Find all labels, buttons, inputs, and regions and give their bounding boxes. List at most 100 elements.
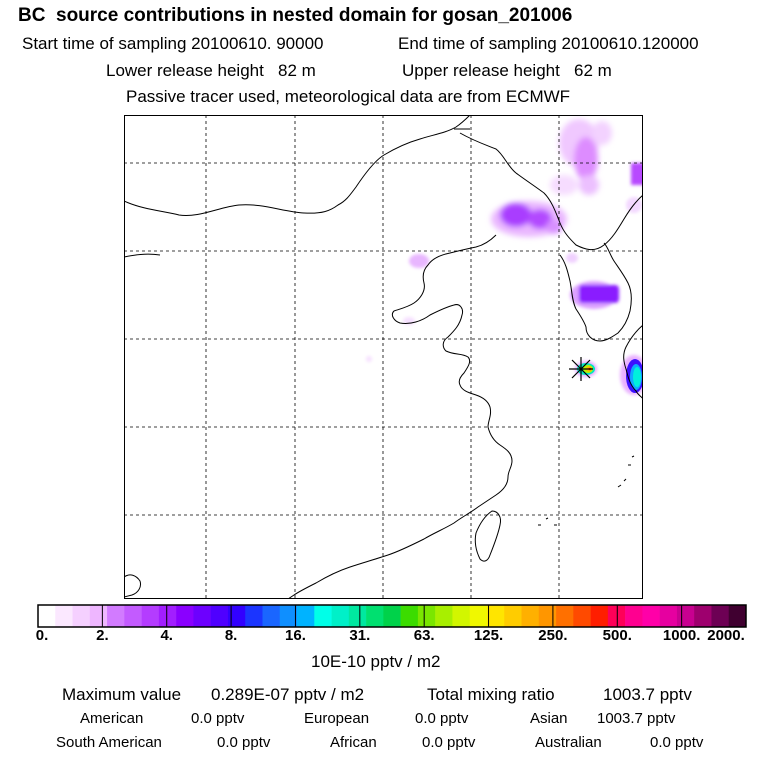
coastline-east-china [124,234,513,599]
colorbar-swatch [400,605,419,627]
colorbar-swatch [469,605,488,627]
colorbar-swatch [38,605,56,627]
colorbar-swatch [642,605,660,627]
region-african-value: 0.0 pptv [422,734,476,751]
colorbar-swatch [625,605,643,627]
colorbar-tick-label: 16. [285,627,306,644]
lower-release-height: Lower release height 82 m [106,61,316,81]
coastlines [124,115,643,599]
map-panel [124,115,643,599]
colorbar-frame [37,604,747,628]
colorbar-tick-label: 2. [96,627,109,644]
colorbar-swatch [711,605,730,627]
colorbar-swatch [590,605,609,627]
colorbar-swatch [72,605,91,627]
coastline-china-korea-border [124,115,471,217]
end-time-label: End time of sampling [398,34,557,53]
region-south-american-value: 0.0 pptv [217,734,271,751]
region-australian-label: Australian [535,734,602,751]
region-asian-label: Asian [530,710,568,727]
colorbar-swatch [366,605,384,627]
colorbar-swatch [556,605,574,627]
colorbar-swatch [383,605,401,627]
concentration-plume-bohai [366,254,429,362]
colorbar-tick-label: 63. [413,627,435,644]
map-frame [124,115,643,599]
colorbar-swatch [452,605,471,627]
colorbar-swatch [210,605,229,627]
colorbar-swatch [245,605,263,627]
map-background [124,115,643,599]
region-african-label: African [330,734,377,751]
ryukyu-islands [538,455,635,526]
colorbar-units: 10E-10 pptv / m2 [311,652,441,671]
region-american-value: 0.0 pptv [191,710,245,727]
colorbar-swatch [573,605,591,627]
maximum-value-label: Maximum value [62,685,182,704]
colorbar-swatch [193,605,211,627]
colorbar-swatch [538,605,557,627]
region-european-value: 0.0 pptv [415,710,469,727]
colorbar-swatch [158,605,177,627]
colorbar-swatch [55,605,73,627]
colorbar-swatch [141,605,160,627]
total-mixing-ratio-value: 1003.7 pptv [603,685,692,704]
coastline-japan [623,324,643,400]
region-south-american-label: South American [56,734,162,751]
upper-release-height: Upper release height 62 m [402,61,612,81]
region-asian-value: 1003.7 pptv [597,710,676,727]
colorbar-swatch [176,605,194,627]
concentration-plume-korea [566,253,619,309]
model-info: Passive tracer used, meteorological data… [126,87,571,106]
concentration-plume-kyushu [620,355,643,395]
colorbar-swatch [694,605,712,627]
lower-release-label: Lower release height [106,61,264,80]
figure-title: BC source contributions in nested domain… [18,5,573,26]
coastline-hainan [124,574,141,598]
lower-release-value: 82 m [278,61,316,80]
colorbar-swatch [107,605,125,627]
colorbar-tick-label: 2000. [707,627,745,644]
colorbar-swatch [435,605,453,627]
total-mixing-ratio-label: Total mixing ratio [427,685,555,704]
colorbar-swatch [297,605,315,627]
colorbar-tick-label: 8. [224,627,238,644]
colorbar-tick-label: 1000. [662,627,701,644]
colorbar-tick-label: 125. [473,627,504,644]
colorbar-tick-label: 4. [160,627,173,644]
colorbar-swatch [348,605,367,627]
region-european-label: European [304,710,370,727]
border-northeast [454,128,643,251]
colorbar-tick-label: 31. [349,627,371,644]
upper-release-label: Upper release height [402,61,560,80]
release-site-star-icon [569,357,593,381]
region-australian-value: 0.0 pptv [650,734,704,751]
coastline-korea [559,242,632,342]
colorbar-swatch [659,605,678,627]
colorbar-swatch [728,605,747,627]
colorbar-tick-label: 250. [538,627,568,644]
colorbar-swatch [262,605,281,627]
colorbar-swatch [124,605,142,627]
colorbar-swatch [486,605,505,627]
colorbar [37,604,747,628]
end-time-value: 20100610.120000 [561,34,699,53]
colorbar-swatch [417,605,436,627]
map-gridlines [124,115,643,599]
colorbar-swatch [279,605,298,627]
colorbar-swatch [314,605,332,627]
start-time-label: Start time of sampling [22,34,187,53]
region-american-label: American [80,710,144,727]
colorbar-swatch [607,605,626,627]
maximum-value: 0.289E-07 pptv / m2 [211,685,365,704]
colorbar-swatch [331,605,350,627]
colorbar-swatch [504,605,522,627]
colorbar-swatch [227,605,246,627]
concentration-plume-north [550,119,612,195]
end-time: End time of sampling 20100610.120000 [398,34,699,54]
concentration-plume-manchuria [491,201,567,237]
start-time: Start time of sampling 20100610. 90000 [22,34,324,54]
colorbar-tick-label: 500. [602,627,632,644]
colorbar-tick-label: 0. [35,627,49,644]
colorbar-swatch [89,605,108,627]
